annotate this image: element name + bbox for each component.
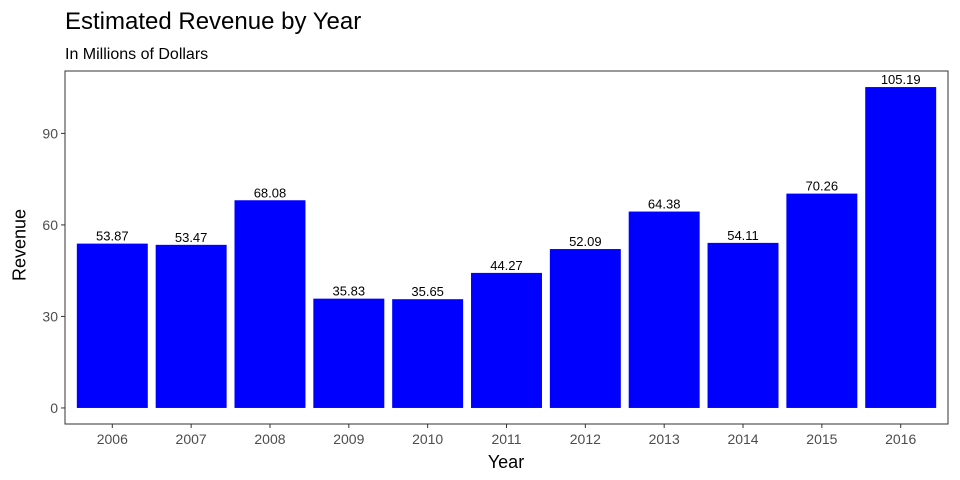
data-label-2011: 44.27 <box>490 258 523 273</box>
data-label-2009: 35.83 <box>333 284 366 299</box>
x-tick-label-2016: 2016 <box>885 431 916 447</box>
chart-subtitle: In Millions of Dollars <box>65 46 209 63</box>
bars-group <box>76 87 937 408</box>
bar-2013 <box>628 211 700 408</box>
data-label-2012: 52.09 <box>569 234 602 249</box>
bar-2010 <box>392 299 464 408</box>
bar-2007 <box>155 244 227 408</box>
y-tick-label-0: 0 <box>50 400 58 416</box>
y-tick-label-90: 90 <box>42 125 58 141</box>
x-tick-label-2013: 2013 <box>649 431 680 447</box>
data-label-2006: 53.87 <box>96 229 129 244</box>
bar-2006 <box>76 243 148 408</box>
bar-2008 <box>234 200 306 408</box>
chart-title: Estimated Revenue by Year <box>65 8 362 35</box>
bar-2014 <box>707 242 779 408</box>
data-label-2008: 68.08 <box>254 185 287 200</box>
y-tick-label-30: 30 <box>42 308 58 324</box>
data-labels-group: 53.87 53.47 68.08 35.83 35.65 44.27 52.09 64.38… <box>96 72 921 299</box>
x-tick-label-2008: 2008 <box>254 431 285 447</box>
y-tick-label-60: 60 <box>42 217 58 233</box>
x-tick-label-2012: 2012 <box>570 431 601 447</box>
x-axis: 2006 2007 2008 2009 2010 2011 2012 2013 2014 2015… <box>97 424 916 447</box>
bar-2012 <box>549 249 621 408</box>
data-label-2014: 54.11 <box>727 228 759 243</box>
x-tick-label-2014: 2014 <box>727 431 758 447</box>
data-label-2016: 105.19 <box>881 72 921 87</box>
bar-2009 <box>313 298 385 408</box>
x-tick-label-2006: 2006 <box>97 431 128 447</box>
data-label-2013: 64.38 <box>648 197 681 212</box>
x-tick-label-2009: 2009 <box>333 431 364 447</box>
data-label-2007: 53.47 <box>175 230 208 245</box>
data-label-2015: 70.26 <box>806 179 839 194</box>
bar-2015 <box>786 193 858 408</box>
bar-2016 <box>865 87 937 408</box>
x-tick-label-2015: 2015 <box>806 431 837 447</box>
data-label-2010: 35.65 <box>411 284 444 299</box>
bar-2011 <box>471 272 542 408</box>
panel-border <box>64 70 949 425</box>
x-axis-label: Year <box>487 452 525 472</box>
x-tick-label-2010: 2010 <box>412 431 443 447</box>
y-axis: 0 30 60 90 <box>42 125 65 416</box>
x-tick-label-2007: 2007 <box>176 431 207 447</box>
x-tick-label-2011: 2011 <box>491 431 521 447</box>
